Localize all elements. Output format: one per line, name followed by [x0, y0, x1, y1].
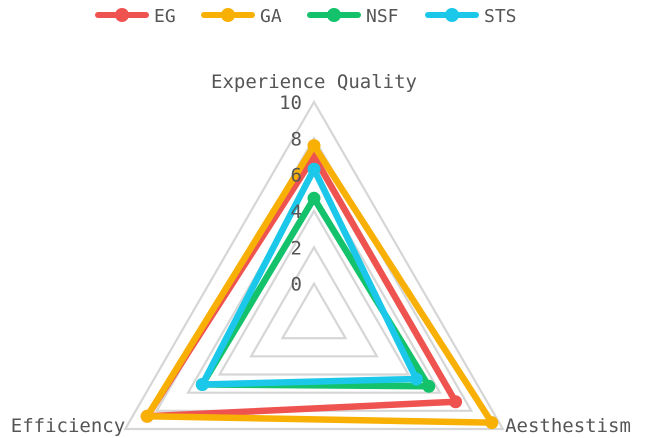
- legend-swatch-marker: [327, 8, 341, 22]
- point-sts-0[interactable]: [307, 162, 321, 176]
- legend-swatch-marker: [115, 8, 129, 22]
- axis-labels: Experience Quality Aesthestism Efficiency: [11, 71, 631, 437]
- axis-label-efficiency: Efficiency: [11, 415, 125, 437]
- point-ga-0[interactable]: [307, 139, 321, 153]
- legend-swatch-marker: [221, 8, 235, 22]
- tick-label-10: 10: [279, 92, 302, 114]
- series-nsf: [195, 191, 436, 393]
- series-line-ga: [143, 142, 496, 426]
- axis-label-aesthestism: Aesthestism: [505, 415, 631, 437]
- legend-item-eg[interactable]: EG: [95, 6, 176, 27]
- legend-label: GA: [260, 6, 282, 27]
- point-eg-1[interactable]: [449, 395, 463, 409]
- point-nsf-1[interactable]: [422, 379, 436, 393]
- grid-ring-0: [280, 281, 348, 340]
- point-ga-2[interactable]: [140, 409, 154, 423]
- legend-label: EG: [154, 6, 176, 27]
- tick-label-8: 8: [291, 128, 302, 150]
- series-sts: [195, 162, 423, 391]
- tick-label-0: 0: [291, 274, 302, 296]
- point-ga-1[interactable]: [485, 416, 499, 430]
- legend-label: NSF: [366, 6, 399, 27]
- legend-swatch-marker: [445, 8, 459, 22]
- grid-ring-2: [249, 245, 379, 358]
- tick-label-6: 6: [291, 165, 302, 187]
- legend: EG GA NSF STS: [95, 6, 517, 27]
- grid-ring-4: [217, 208, 411, 376]
- tick-label-2: 2: [291, 237, 302, 259]
- series-ga: [140, 139, 499, 430]
- tick-labels: 0 2 4 6 8 10: [279, 92, 302, 296]
- legend-item-nsf[interactable]: NSF: [307, 6, 399, 27]
- series-line-sts: [199, 165, 420, 388]
- point-sts-2[interactable]: [195, 378, 209, 391]
- series-layer: [140, 139, 499, 430]
- legend-label: STS: [484, 6, 517, 27]
- point-nsf-0[interactable]: [307, 191, 321, 205]
- legend-item-ga[interactable]: GA: [201, 6, 282, 27]
- point-sts-1[interactable]: [409, 372, 423, 386]
- legend-item-sts[interactable]: STS: [425, 6, 517, 27]
- grid-ring-8: [154, 136, 474, 412]
- grid-ring-10: [123, 99, 505, 431]
- axis-label-experience-quality: Experience Quality: [211, 71, 417, 93]
- tick-label-4: 4: [291, 201, 302, 223]
